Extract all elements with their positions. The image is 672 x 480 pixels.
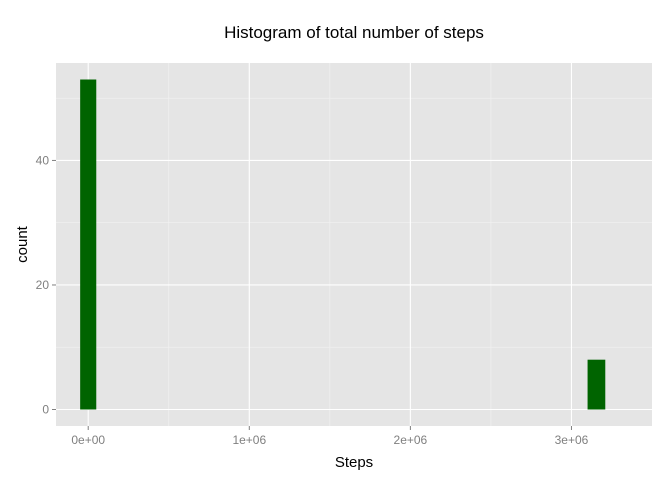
x-tick-label: 2e+06 [394, 433, 428, 447]
x-tick-label: 3e+06 [555, 433, 589, 447]
y-tick-label: 40 [36, 153, 50, 167]
y-tick-label: 20 [36, 278, 50, 292]
chart-title: Histogram of total number of steps [224, 23, 484, 42]
x-tick-label: 0e+00 [71, 433, 105, 447]
x-axis: 0e+00 1e+06 2e+06 3e+06 [71, 426, 589, 447]
histogram-bar [587, 359, 606, 410]
x-tick-label: 1e+06 [232, 433, 266, 447]
y-tick-label: 0 [42, 403, 49, 417]
gridlines [56, 63, 652, 426]
histogram-bar [80, 79, 97, 410]
x-axis-title: Steps [335, 454, 373, 471]
y-axis-title: count [14, 225, 31, 263]
histogram-bars [80, 79, 606, 410]
y-axis: 0 20 40 [36, 153, 56, 417]
plot-panel [56, 63, 652, 426]
